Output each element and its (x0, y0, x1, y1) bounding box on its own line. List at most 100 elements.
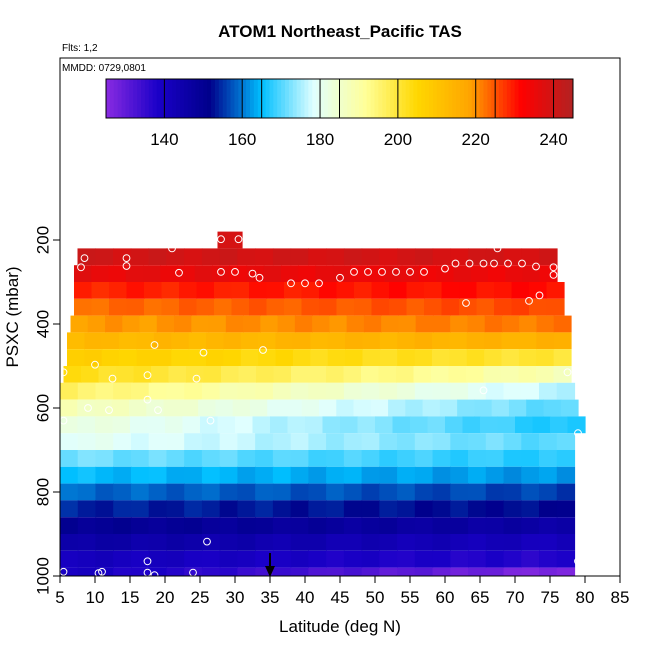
heatmap-cell (312, 315, 330, 333)
x-tick-label: 80 (576, 588, 595, 607)
colorbar-swatch (249, 79, 255, 118)
heatmap-cell (95, 534, 114, 551)
heatmap-cell (240, 332, 259, 350)
heatmap-cell (194, 265, 213, 282)
heatmap-cell (398, 315, 417, 333)
heatmap-cell (326, 483, 345, 501)
flight-point (525, 297, 533, 305)
flight-point (479, 386, 488, 395)
heatmap-cell (298, 265, 317, 282)
heatmap-cell (392, 416, 411, 434)
heatmap-cell (539, 382, 558, 400)
heatmap-cell (292, 332, 311, 350)
colorbar-swatch (487, 79, 492, 118)
heatmap-cell (503, 567, 522, 576)
heatmap-cell (148, 466, 168, 484)
heatmap-cells (60, 231, 586, 576)
heatmap-cell (332, 265, 351, 282)
heatmap-cell (441, 298, 460, 316)
colorbar-swatch (269, 79, 274, 118)
colorbar-swatch (125, 79, 130, 118)
heatmap-cell (206, 349, 225, 366)
colorbar-swatch (452, 79, 457, 118)
flight-point (122, 254, 131, 263)
heatmap-cell (488, 265, 506, 282)
flight-point (420, 268, 428, 276)
heatmap-cell (290, 466, 309, 484)
flight-point (350, 268, 358, 276)
colorbar-tick-label: 180 (306, 130, 334, 149)
heatmap-cell (60, 399, 78, 417)
heatmap-cell (272, 567, 292, 576)
heatmap-cell (148, 483, 168, 501)
heatmap-cell (343, 248, 363, 266)
heatmap-cell (379, 567, 398, 576)
colorbar-swatch (168, 79, 173, 118)
heatmap-cell (553, 366, 572, 383)
heatmap-cell (445, 416, 464, 434)
heatmap-cell (379, 550, 398, 568)
heatmap-cell (414, 349, 433, 366)
heatmap-cell (95, 416, 114, 434)
heatmap-cell (60, 517, 79, 534)
heatmap-cell (260, 315, 279, 333)
flight-point (451, 259, 460, 268)
heatmap-cell (272, 534, 292, 551)
heatmap-cell (275, 349, 294, 366)
heatmap-cell (292, 349, 311, 366)
heatmap-cell (476, 298, 495, 316)
heatmap-cell (143, 265, 161, 282)
heatmap-cell (521, 517, 540, 534)
heatmap-cell (536, 366, 555, 383)
heatmap-cell (113, 483, 132, 501)
heatmap-cell (361, 248, 381, 266)
colorbar-swatch (549, 79, 555, 118)
heatmap-cell (553, 332, 572, 350)
heatmap-cell (74, 298, 93, 316)
heatmap-cell (237, 500, 256, 518)
heatmap-cell (166, 433, 185, 450)
heatmap-cell (326, 550, 345, 568)
heatmap-cell (441, 282, 460, 299)
heatmap-cell (201, 500, 221, 518)
heatmap-cell (237, 517, 256, 534)
heatmap-cell (113, 534, 132, 551)
heatmap-cell (272, 433, 292, 450)
heatmap-cell (95, 466, 114, 484)
heatmap-cell (284, 298, 303, 316)
colorbar-swatch (444, 79, 449, 118)
colorbar-swatch (483, 79, 488, 118)
heatmap-cell (171, 332, 190, 350)
heatmap-cell (319, 282, 338, 299)
colorbar-gradient (106, 79, 574, 118)
heatmap-cell (354, 282, 373, 299)
heatmap-cell (290, 450, 309, 467)
heatmap-cell (290, 248, 309, 266)
heatmap-cell (221, 366, 240, 383)
heatmap-cell (521, 500, 540, 518)
heatmap-cell (219, 450, 239, 467)
colorbar-swatch (137, 79, 142, 118)
colorbar-swatch (164, 79, 169, 118)
heatmap-cell (326, 366, 345, 383)
heatmap-cell (343, 366, 362, 383)
colorbar-swatch (460, 79, 465, 118)
colorbar-swatch (320, 79, 325, 118)
heatmap-cell (519, 315, 538, 333)
colorbar-swatch (300, 79, 305, 118)
heatmap-cell (361, 382, 380, 400)
heatmap-cell (450, 550, 469, 568)
heatmap-cell (136, 332, 155, 350)
heatmap-cell (361, 550, 380, 568)
heatmap-cell (160, 265, 179, 282)
heatmap-cell (539, 483, 558, 501)
colorbar-swatch (257, 79, 263, 118)
colorbar-swatch (144, 79, 150, 118)
heatmap-cell (468, 450, 487, 467)
heatmap-cell (272, 466, 292, 484)
colorbar-swatch (436, 79, 442, 118)
heatmap-cell (497, 416, 516, 434)
heatmap-cell (219, 433, 239, 450)
heatmap-cell (101, 332, 120, 350)
heatmap-cell (431, 349, 450, 366)
